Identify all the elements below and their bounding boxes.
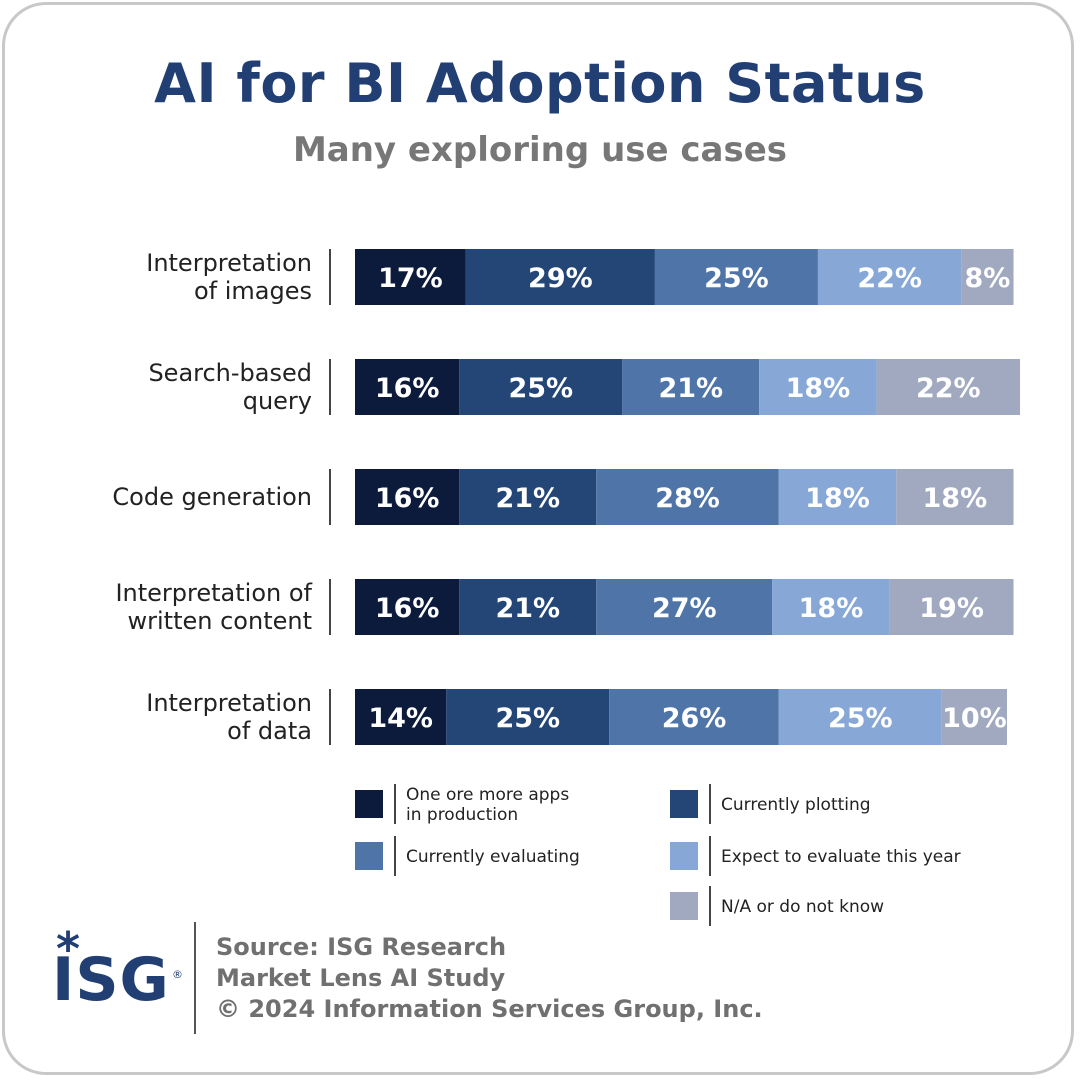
category-label-line: Interpretation of [115, 579, 312, 607]
chart-subtitle: Many exploring use cases [292, 130, 788, 170]
bar-segment [609, 689, 779, 745]
bar-segment [596, 469, 779, 525]
bar-segment [459, 469, 597, 525]
bar-segment [772, 579, 890, 635]
isg-logo: * ISG ® [52, 926, 184, 1024]
chart-title: AI for BI Adoption Status [154, 52, 926, 115]
legend-label-line: Currently evaluating [406, 847, 580, 867]
legend-label-line: in production [406, 805, 518, 825]
bar-segment [876, 359, 1021, 415]
value-label: 8% [965, 263, 1011, 294]
category-label: Search-based query [148, 359, 312, 415]
value-label: 25% [704, 263, 769, 294]
legend-swatch [670, 790, 698, 818]
logo-star-icon: * [56, 922, 81, 976]
value-label: 16% [375, 483, 440, 514]
legend-swatch [355, 842, 383, 870]
legend-label: N/A or do not know [721, 897, 884, 917]
category-label-line: Interpretation [146, 689, 312, 717]
value-label: 14% [368, 703, 433, 734]
value-label: 21% [495, 483, 560, 514]
value-label: 25% [828, 703, 893, 734]
bar-segment [778, 469, 897, 525]
source-line-3: © 2024 Information Services Group, Inc. [216, 995, 763, 1023]
category-label-line: Interpretation [146, 249, 312, 277]
value-label: 25% [495, 703, 560, 734]
category-label-line: Search-based [148, 359, 312, 387]
legend-swatch [355, 790, 383, 818]
bar-segment [355, 579, 460, 635]
legend-label-line: One ore more apps [406, 785, 569, 805]
value-label: 16% [375, 593, 440, 624]
legend-swatch [670, 842, 698, 870]
value-label: 22% [916, 373, 981, 404]
bar-segment [459, 359, 623, 415]
bar-segment [941, 689, 1007, 745]
legend-label: One ore more apps in production [406, 785, 569, 825]
value-label: 17% [378, 263, 443, 294]
category-label-line: written content [128, 607, 312, 635]
category-label-line: of images [194, 277, 312, 305]
value-label: 16% [375, 373, 440, 404]
value-label: 18% [923, 483, 988, 514]
source-line-2: Market Lens AI Study [216, 964, 506, 992]
legend-label: Currently evaluating [406, 847, 580, 867]
bar-segment [889, 579, 1014, 635]
logo-text: ISG [52, 945, 170, 1015]
value-label: 18% [799, 593, 864, 624]
source-line-1: Source: ISG Research [216, 933, 507, 961]
value-label: 10% [942, 703, 1007, 734]
legend-label-line: Currently plotting [721, 795, 871, 815]
value-label: 18% [786, 373, 851, 404]
value-label: 27% [652, 593, 717, 624]
legend-label-line: N/A or do not know [721, 897, 884, 917]
category-label: Interpretation of images [146, 249, 312, 305]
footer-divider [194, 922, 196, 1034]
bar-segment [355, 469, 460, 525]
bar-segment [961, 249, 1014, 305]
category-label-line: query [243, 387, 312, 415]
bar-segment [654, 249, 818, 305]
category-label-line: Code generation [112, 483, 312, 511]
bar-segment [759, 359, 877, 415]
bar-segment [459, 579, 597, 635]
bar-segment [778, 689, 942, 745]
bar-segment [355, 689, 447, 745]
bar-segment [896, 469, 1014, 525]
bar-segment [817, 249, 962, 305]
category-label: Code generation [112, 483, 312, 511]
bar-segment [596, 579, 773, 635]
value-label: 21% [495, 593, 560, 624]
value-label: 26% [662, 703, 727, 734]
legend-label: Currently plotting [721, 795, 871, 815]
category-label: Interpretation of data [146, 689, 312, 745]
bar-segment [465, 249, 655, 305]
legend-swatch [670, 892, 698, 920]
bar-segment [355, 359, 460, 415]
value-label: 18% [805, 483, 870, 514]
bar-segment [355, 249, 466, 305]
value-label: 19% [919, 593, 984, 624]
value-label: 21% [658, 373, 723, 404]
value-label: 29% [528, 263, 593, 294]
bar-segment [622, 359, 760, 415]
source-note: Source: ISG Research Market Lens AI Stud… [216, 932, 763, 1025]
category-label-line: of data [227, 717, 312, 745]
value-label: 28% [655, 483, 720, 514]
registered-mark: ® [172, 968, 183, 981]
legend-label: Expect to evaluate this year [721, 847, 961, 867]
category-label: Interpretation of written content [115, 579, 312, 635]
value-label: 22% [857, 263, 922, 294]
value-label: 25% [508, 373, 573, 404]
legend-label-line: Expect to evaluate this year [721, 847, 961, 867]
bar-segment [446, 689, 610, 745]
